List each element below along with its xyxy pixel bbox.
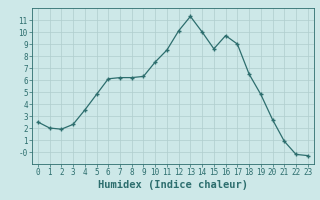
X-axis label: Humidex (Indice chaleur): Humidex (Indice chaleur): [98, 180, 248, 190]
